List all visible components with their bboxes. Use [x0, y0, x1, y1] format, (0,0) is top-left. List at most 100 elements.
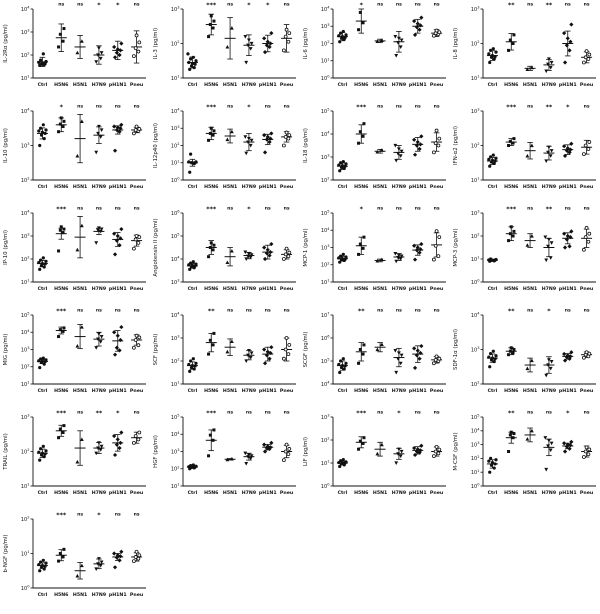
data-points	[375, 148, 384, 154]
plot-il-2r-pg-ml: 101 102 103 104 IL-2Rα (pg/ml) ns ns * * ns Ctrl H5…	[3, 1, 146, 88]
svg-text:103: 103	[171, 448, 180, 455]
data-points	[57, 326, 66, 339]
svg-text:H5N1: H5N1	[73, 82, 87, 88]
group-h5n6	[505, 137, 517, 147]
group-h5n1	[374, 38, 386, 44]
panel-angiotensin-ii-pg-ml: 103 104 105 106 Angiotensin II (pg/ml) *** ns *…	[150, 204, 300, 306]
svg-text:103: 103	[171, 335, 180, 342]
svg-text:*: *	[116, 1, 120, 9]
svg-text:104: 104	[471, 427, 480, 434]
group-ctrl	[36, 356, 48, 370]
group-ph1n1	[112, 40, 124, 60]
data-points	[57, 424, 66, 440]
panel-mcp-1-pg-ml: 101 102 103 104 105 MCP-1 (pg/ml) * ns ns ns ns Ctr…	[300, 204, 450, 306]
group-ctrl	[486, 47, 498, 65]
svg-text:Pneu: Pneu	[280, 286, 293, 292]
svg-text:Ctrl: Ctrl	[38, 184, 48, 190]
svg-text:101: 101	[21, 279, 30, 286]
y-axis-label: SCGF (pg/ml)	[303, 332, 309, 368]
group-ctrl	[486, 153, 498, 168]
svg-text:H5N6: H5N6	[504, 184, 519, 190]
svg-text:*: *	[266, 1, 270, 9]
svg-text:H5N1: H5N1	[373, 388, 387, 394]
group-ph1n1	[262, 31, 274, 55]
x-tick-labels: Ctrl H5N6 H5N1 H7N9 pH1N1 Pneu	[38, 388, 144, 394]
svg-text:ns: ns	[227, 207, 233, 212]
data-points	[225, 129, 234, 142]
group-ph1n1	[412, 15, 424, 37]
y-tick-labels: 101 102 103 104	[171, 312, 183, 388]
data-points	[187, 357, 198, 373]
svg-text:104: 104	[321, 227, 330, 234]
data-points	[131, 33, 142, 59]
svg-text:pH1N1: pH1N1	[259, 490, 277, 496]
svg-text:103: 103	[471, 108, 480, 115]
panel-scf-pg-ml: 101 102 103 104 SCF (pg/ml) ** ns ns ns ns Ctrl H5N…	[150, 306, 300, 408]
svg-text:H7N9: H7N9	[92, 388, 106, 394]
svg-text:ns: ns	[115, 513, 121, 518]
svg-text:pH1N1: pH1N1	[559, 388, 577, 394]
group-h5n6	[55, 225, 67, 253]
group-h7n9	[243, 34, 255, 65]
plot-sdf-1-pg-ml: 102 103 104 SDF-1α (pg/ml) ** ns * ns ns Ctrl H5N6…	[453, 307, 596, 394]
data-points	[112, 122, 124, 153]
axes	[482, 111, 596, 181]
group-ctrl	[36, 52, 48, 67]
svg-text:102: 102	[471, 142, 480, 149]
svg-text:***: ***	[206, 103, 217, 111]
y-tick-labels: 100 101 102 103	[471, 210, 483, 286]
data-points	[525, 234, 534, 247]
svg-text:102: 102	[471, 381, 480, 388]
axes	[32, 9, 146, 79]
panel-il-3-pg-ml: 101 102 103 IL-3 (pg/ml) *** ns * * ns Ctrl H5N6 H5…	[150, 0, 300, 102]
y-axis-label: M-CSF (pg/ml)	[453, 432, 459, 470]
data-points	[487, 257, 498, 263]
group-ph1n1	[262, 131, 274, 155]
svg-text:Pneu: Pneu	[130, 286, 143, 292]
data-points	[131, 333, 142, 350]
axes	[182, 315, 296, 385]
group-h7n9	[93, 124, 105, 155]
svg-text:H5N1: H5N1	[373, 490, 387, 496]
plot-mig-pg-ml: 101 102 103 104 105 MIG (pg/ml) *** ns ns ns ns Ctr…	[3, 307, 146, 394]
y-tick-labels: 101 102 103	[171, 6, 183, 82]
data-points	[187, 463, 198, 471]
data-points	[207, 14, 216, 39]
data-points	[94, 124, 104, 155]
svg-text:pH1N1: pH1N1	[109, 592, 127, 598]
svg-text:***: ***	[506, 103, 517, 111]
data-points	[393, 35, 404, 58]
group-ctrl	[486, 257, 498, 263]
svg-text:ns: ns	[115, 309, 121, 314]
svg-text:101: 101	[321, 57, 330, 64]
data-points	[281, 336, 292, 361]
data-points	[281, 27, 292, 53]
svg-text:H7N9: H7N9	[542, 286, 556, 292]
svg-text:ns: ns	[265, 207, 271, 212]
data-points	[393, 251, 404, 264]
svg-text:H5N6: H5N6	[204, 82, 219, 88]
svg-text:pH1N1: pH1N1	[559, 286, 577, 292]
svg-text:101: 101	[321, 460, 330, 467]
axes	[32, 417, 146, 487]
y-axis-label: MIG (pg/ml)	[3, 334, 9, 366]
y-tick-labels: 102 103 104	[21, 108, 33, 184]
group-ph1n1	[112, 324, 124, 357]
group-ctrl	[336, 252, 348, 264]
significance-row: ** ns ns ns ns	[208, 307, 290, 315]
y-axis-label: IL-10 (pg/ml)	[3, 128, 9, 163]
x-tick-labels: Ctrl H5N6 H5N1 H7N9 pH1N1 Pneu	[338, 286, 444, 292]
svg-text:101: 101	[321, 279, 330, 286]
svg-text:H7N9: H7N9	[392, 388, 406, 394]
svg-text:104: 104	[21, 210, 30, 217]
svg-text:H5N6: H5N6	[354, 490, 369, 496]
data-points	[131, 124, 142, 136]
group-pneu	[281, 442, 293, 463]
svg-text:103: 103	[171, 6, 180, 13]
group-pneu	[431, 354, 443, 366]
svg-text:H5N6: H5N6	[54, 286, 69, 292]
panel-lif-pg-ml: 100 101 102 103 LIF (pg/ml) *** ns * ns ns Ctrl H5N…	[300, 408, 450, 510]
svg-text:***: ***	[56, 409, 67, 417]
plot-b-ngf-pg-ml: 100 101 102 b-NGF (pg/ml) *** ns * ns ns Ctrl H5N6…	[3, 511, 146, 598]
